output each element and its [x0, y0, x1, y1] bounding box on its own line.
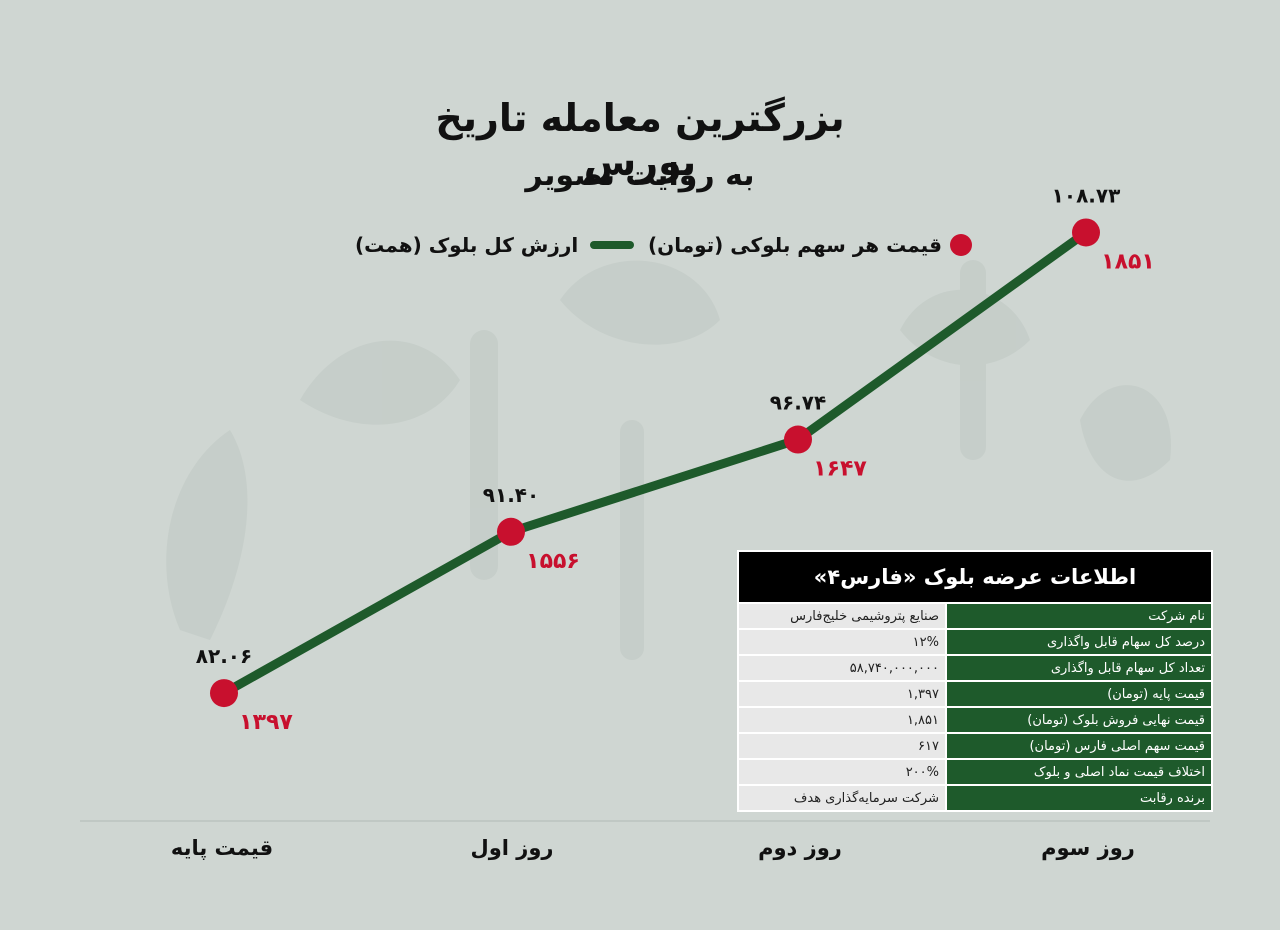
legend-line-icon [590, 241, 635, 249]
info-key: قیمت سهم اصلی فارس (تومان) [947, 734, 1211, 758]
data-point [497, 517, 525, 546]
x-tick-label: قیمت پایه [170, 836, 274, 860]
info-key: نام شرکت [947, 604, 1211, 628]
table-row: قیمت نهایی فروش بلوک (تومان) ۱,۸۵۱ [739, 708, 1211, 732]
legend-price-label: قیمت هر سهم بلوکی (تومان) [648, 233, 942, 257]
legend-value: ارزش کل بلوک (همت) [355, 230, 635, 260]
data-label-total-value: ۹۶.۷۴ [770, 391, 826, 415]
watermark [166, 260, 1171, 660]
info-value: ۶۱۷ [739, 734, 945, 758]
table-row: قیمت پایه (تومان) ۱,۳۹۷ [739, 682, 1211, 706]
x-tick-label: روز اول [470, 836, 554, 860]
info-key: تعداد کل سهام قابل واگذاری [947, 656, 1211, 680]
data-label-total-value: ۹۱.۴۰ [483, 483, 539, 507]
chart-subtitle: به روایت تصویر [525, 158, 755, 193]
x-tick-label: روز سوم [1041, 836, 1135, 860]
info-table-title: اطلاعات عرضه بلوک «فارس۴» [739, 552, 1211, 602]
data-label-total-value: ۸۲.۰۶ [196, 644, 252, 668]
info-table: اطلاعات عرضه بلوک «فارس۴» نام شرکت صنایع… [737, 550, 1213, 812]
info-key: برنده رقابت [947, 786, 1211, 810]
table-row: اختلاف قیمت نماد اصلی و بلوک ۲۰۰% [739, 760, 1211, 784]
chart-title: بزرگترین معامله تاریخ بورس [435, 96, 845, 184]
legend-price: قیمت هر سهم بلوکی (تومان) [648, 230, 972, 260]
info-key: درصد کل سهام قابل واگذاری [947, 630, 1211, 654]
info-key: اختلاف قیمت نماد اصلی و بلوک [947, 760, 1211, 784]
info-value: شرکت سرمایه‌گذاری هدف [739, 786, 945, 810]
table-row: برنده رقابت شرکت سرمایه‌گذاری هدف [739, 786, 1211, 810]
legend-value-label: ارزش کل بلوک (همت) [355, 233, 579, 257]
data-point [1072, 218, 1100, 247]
table-row: نام شرکت صنایع پتروشیمی خلیج‌فارس [739, 604, 1211, 628]
legend-dot-icon [949, 234, 972, 256]
info-value: ۱,۸۵۱ [739, 708, 945, 732]
table-row: تعداد کل سهام قابل واگذاری ۵۸,۷۴۰,۰۰۰,۰۰… [739, 656, 1211, 680]
data-label-total-value: ۱۰۸.۷۳ [1052, 183, 1121, 207]
data-label-price: ۱۳۹۷ [239, 710, 293, 735]
data-label-price: ۱۶۴۷ [813, 457, 867, 482]
table-row: درصد کل سهام قابل واگذاری ۱۲% [739, 630, 1211, 654]
info-value: ۵۸,۷۴۰,۰۰۰,۰۰۰ [739, 656, 945, 680]
info-key: قیمت نهایی فروش بلوک (تومان) [947, 708, 1211, 732]
plot-area: ۸۲.۰۶ ۱۳۹۷ ۹۱.۴۰ ۱۵۵۶ ۹۶.۷۴ ۱۶۴۷ ۱۰۸.۷۳ ۱۸۵۱ [196, 183, 1155, 735]
series-line-total-value [219, 227, 1091, 698]
info-value: ۱,۳۹۷ [739, 682, 945, 706]
data-point [210, 679, 238, 708]
table-row: قیمت سهم اصلی فارس (تومان) ۶۱۷ [739, 734, 1211, 758]
info-value: ۱۲% [739, 630, 945, 654]
data-label-price: ۱۵۵۶ [526, 549, 580, 574]
x-tick-label: روز دوم [758, 836, 842, 860]
data-point [784, 425, 812, 454]
info-value: ۲۰۰% [739, 760, 945, 784]
info-value: صنایع پتروشیمی خلیج‌فارس [739, 604, 945, 628]
data-label-price: ۱۸۵۱ [1101, 249, 1155, 274]
info-key: قیمت پایه (تومان) [947, 682, 1211, 706]
